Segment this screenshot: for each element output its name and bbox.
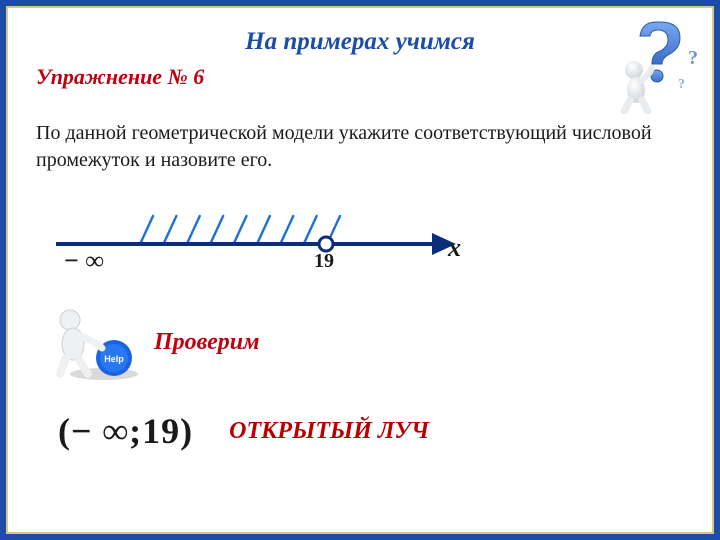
number-line-diagram: − ∞ 19 x <box>56 200 516 284</box>
problem-text: По данной геометрической модели укажите … <box>36 120 684 174</box>
exercise-number: Упражнение № 6 <box>36 64 684 90</box>
number-line-svg <box>56 200 516 284</box>
svg-text:?: ? <box>678 77 685 92</box>
check-row: Help Проверим <box>46 302 684 382</box>
answer-row: (− ∞;19) ОТКРЫТЫЙ ЛУЧ <box>58 410 684 452</box>
point-label: 19 <box>314 250 334 273</box>
slide-content: На примерах учимся Упражнение № 6 По дан… <box>12 12 708 528</box>
help-button-text: Help <box>104 354 124 364</box>
help-figure-icon: Help <box>46 302 142 382</box>
svg-text:?: ? <box>688 47 698 69</box>
question-mark-figure-icon: ? ? <box>614 14 704 114</box>
check-label: Проверим <box>154 329 260 356</box>
answer-interval: (− ∞;19) <box>58 410 193 452</box>
slide-title: На примерах учимся <box>36 28 684 56</box>
answer-name: ОТКРЫТЫЙ ЛУЧ <box>229 418 429 445</box>
axis-variable: x <box>448 233 461 263</box>
minus-infinity-label: − ∞ <box>64 246 104 276</box>
